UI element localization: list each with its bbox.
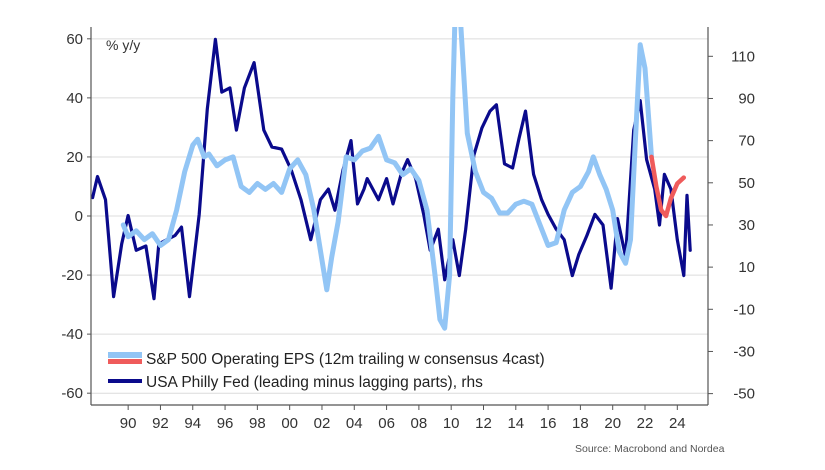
x-tick-label: 06 <box>378 415 395 432</box>
legend-swatch-forecast <box>108 359 142 364</box>
right-tick-label: 10 <box>738 259 755 276</box>
x-tick-label: 90 <box>120 415 137 432</box>
right-tick-label: -30 <box>733 343 755 360</box>
right-tick-label: 50 <box>738 175 755 192</box>
left-tick-label: 60 <box>66 31 83 48</box>
unit-label: % y/y <box>106 37 140 53</box>
eps-line <box>120 27 654 331</box>
left-tick-label: 20 <box>66 149 83 166</box>
x-tick-label: 12 <box>475 415 492 432</box>
legend: S&P 500 Operating EPS (12m trailing w co… <box>108 351 545 391</box>
x-tick-label: 08 <box>411 415 428 432</box>
right-tick-label: -10 <box>733 301 755 318</box>
right-tick-label: 90 <box>738 90 755 107</box>
x-tick-label: 16 <box>540 415 557 432</box>
axes: 60 40 20 0 -20 -40 -60 110 90 70 50 30 10 -10 -30 -50 90… <box>61 27 755 432</box>
x-tick-label: 96 <box>217 415 234 432</box>
left-tick-label: -20 <box>61 267 83 284</box>
legend-swatch-eps <box>108 352 142 358</box>
x-tick-label: 02 <box>314 415 331 432</box>
right-tick-label: 110 <box>731 48 755 65</box>
x-tick-label: 94 <box>184 415 201 432</box>
x-tick-label: 24 <box>669 415 686 432</box>
series-group <box>91 27 692 331</box>
right-tick-label: 30 <box>738 217 755 234</box>
legend-label-philly: USA Philly Fed (leading minus lagging pa… <box>146 374 483 391</box>
x-tick-label: 14 <box>507 415 524 432</box>
x-tick-label: 20 <box>604 415 621 432</box>
left-tick-label: 40 <box>66 90 83 107</box>
x-tick-label: 98 <box>249 415 266 432</box>
x-tick-label: 22 <box>637 415 654 432</box>
gridlines <box>91 38 708 394</box>
left-tick-label: -60 <box>61 385 83 402</box>
x-tick-label: 18 <box>572 415 589 432</box>
legend-swatch-philly <box>108 379 142 383</box>
left-tick-label: 0 <box>75 208 83 225</box>
series-lines <box>91 27 692 331</box>
eps-forecast-line <box>649 154 687 219</box>
x-tick-label: 10 <box>443 415 460 432</box>
x-tick-label: 92 <box>152 415 169 432</box>
philly-fed-line <box>91 37 692 301</box>
right-tick-label: -50 <box>733 386 755 403</box>
left-tick-label: -40 <box>61 326 83 343</box>
x-tick-label: 04 <box>346 415 363 432</box>
right-tick-label: 70 <box>738 133 755 150</box>
legend-label-eps: S&P 500 Operating EPS (12m trailing w co… <box>146 351 545 368</box>
source-note: Source: Macrobond and Nordea <box>575 443 725 455</box>
x-tick-label: 00 <box>281 415 298 432</box>
